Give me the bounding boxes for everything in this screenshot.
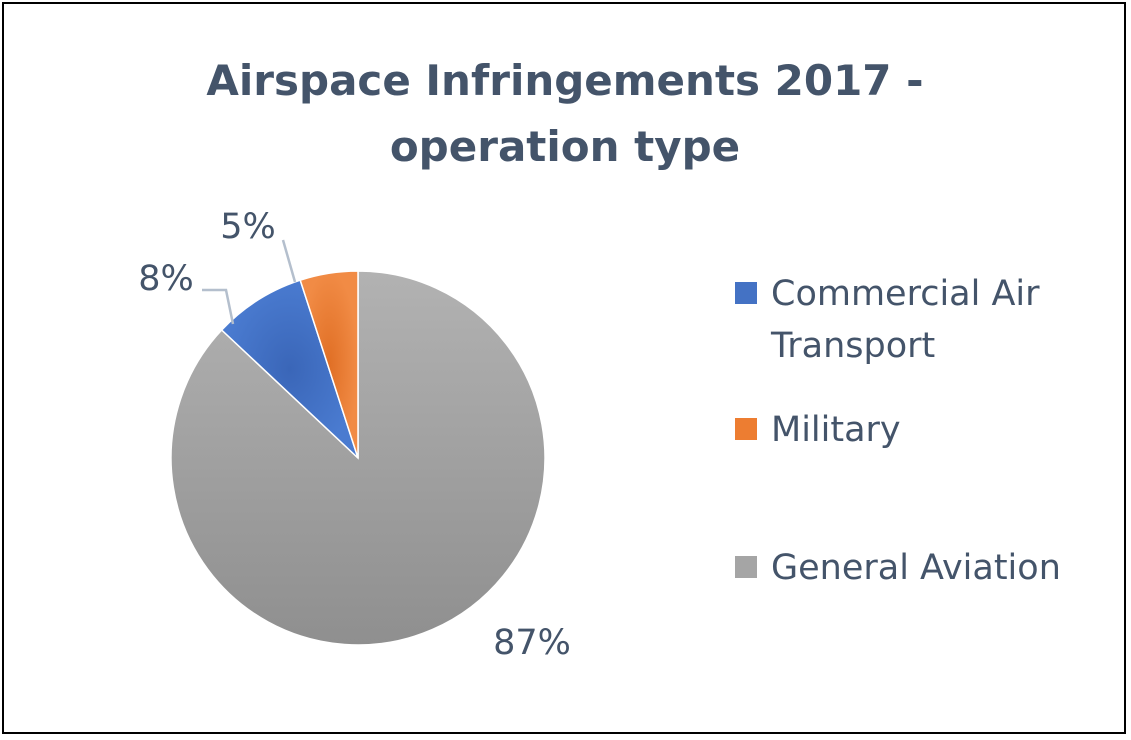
- chart-title-line-2: operation type: [389, 122, 741, 171]
- legend-swatch-general-aviation: [735, 556, 757, 578]
- legend-swatch-military: [735, 418, 757, 440]
- leader-line-commercial-air-transport: [202, 288, 235, 325]
- data-label-commercial-air-transport: 8%: [138, 259, 194, 299]
- legend-label-commercial-air-transport: Commercial Air Transport: [771, 274, 1040, 366]
- legend-item-military: Military: [735, 404, 1091, 456]
- chart-title-line-1: Airspace Infringements 2017 -: [206, 56, 924, 105]
- data-label-general-aviation: 87%: [493, 623, 571, 663]
- legend-item-general-aviation: General Aviation: [735, 542, 1091, 594]
- leader-line-military: [281, 239, 297, 283]
- legend-label-military: Military: [771, 410, 901, 450]
- pie-slice-military: [299, 270, 359, 459]
- pie-slice-commercial-air-transport: [220, 279, 359, 459]
- legend-swatch-commercial-air-transport: [735, 282, 757, 304]
- legend-label-general-aviation: General Aviation: [771, 548, 1061, 588]
- chart-title: Airspace Infringements 2017 - operation …: [120, 48, 1010, 180]
- data-label-military: 5%: [220, 207, 276, 247]
- legend-item-commercial-air-transport: Commercial Air Transport: [735, 268, 1091, 372]
